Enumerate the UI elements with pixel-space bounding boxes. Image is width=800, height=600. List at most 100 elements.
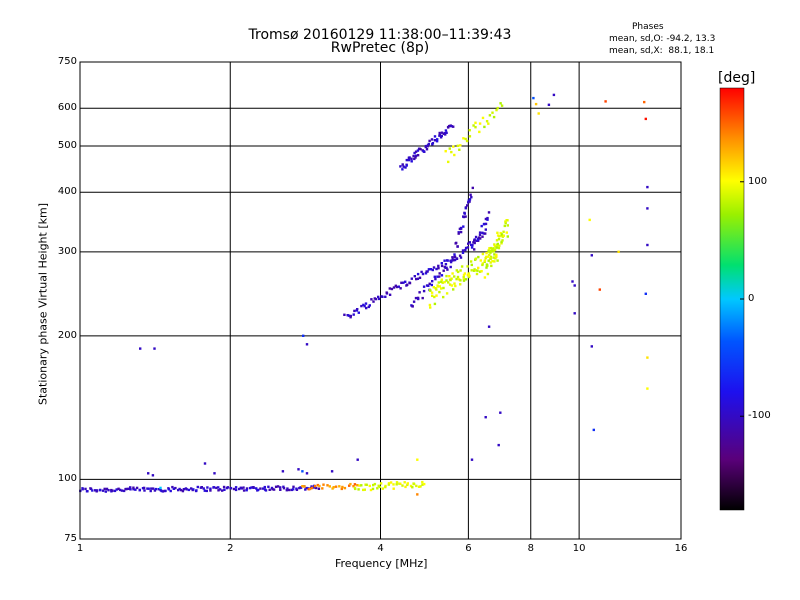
echo-point [471, 186, 474, 190]
echo-point [474, 235, 478, 239]
echo-point [317, 487, 321, 490]
echo-point [96, 489, 99, 492]
echo-point [409, 484, 413, 488]
echo-point [644, 292, 647, 295]
y-tick-label: 100 [57, 473, 77, 485]
echo-point [310, 486, 314, 490]
echo-point [149, 489, 152, 493]
echo-point [532, 96, 535, 100]
colorbar-tick-label: 0 [748, 293, 755, 304]
echo-point [459, 283, 462, 286]
echo-point [399, 482, 402, 485]
echo-point [504, 221, 507, 225]
echo-point [435, 294, 438, 297]
echo-point [222, 485, 226, 489]
echo-point [164, 489, 167, 493]
echo-point [452, 145, 455, 148]
echo-point [421, 272, 425, 276]
echo-point [452, 288, 455, 291]
echo-point [282, 485, 285, 488]
echo-point [402, 281, 405, 284]
echo-point [406, 482, 409, 485]
echo-point [467, 242, 470, 245]
echo-point [430, 291, 434, 294]
echo-point [171, 485, 174, 489]
echo-point [281, 470, 285, 473]
echo-point [483, 125, 486, 129]
y-axis-label: Stationary phase Virtual Height [km] [36, 202, 50, 406]
echo-point [369, 488, 373, 492]
echo-point [127, 487, 130, 490]
echo-point [443, 280, 446, 284]
echo-point [147, 472, 150, 475]
echo-point [450, 284, 454, 287]
echo-point [242, 486, 245, 489]
echo-point [297, 468, 300, 471]
echo-point [492, 256, 495, 259]
echo-point [478, 130, 481, 134]
echo-point [412, 300, 416, 303]
echo-point [400, 281, 403, 284]
echo-point [504, 220, 507, 223]
echo-point [343, 313, 346, 316]
echo-point [486, 255, 489, 258]
echo-point [245, 489, 248, 492]
echo-point [455, 277, 458, 281]
echo-point [433, 275, 436, 278]
echo-point [356, 308, 359, 311]
echo-point [377, 297, 381, 301]
echo-point [419, 148, 422, 151]
echo-point [146, 487, 149, 490]
echo-point [464, 215, 467, 218]
echo-point [318, 484, 321, 488]
echo-point [397, 285, 400, 288]
echo-point [373, 482, 377, 486]
echo-point [462, 215, 465, 218]
echo-point [478, 270, 482, 273]
echo-point [438, 290, 441, 294]
plot-frame [79, 61, 682, 540]
echo-point [431, 280, 434, 283]
echo-point [453, 275, 456, 278]
echo-point [426, 270, 429, 273]
echo-point [372, 483, 375, 487]
echo-point [487, 250, 490, 253]
echo-point [286, 487, 289, 490]
echo-point [534, 102, 538, 106]
echo-point [500, 233, 504, 236]
echo-point [475, 272, 479, 276]
echo-point [316, 483, 319, 487]
echo-point [432, 286, 435, 289]
echo-point [132, 488, 135, 491]
echo-point [120, 489, 124, 492]
echo-point [468, 241, 471, 244]
echo-point [457, 232, 460, 235]
echo-point [423, 482, 426, 486]
echo-point [489, 257, 492, 261]
echo-point [332, 486, 335, 489]
echo-point [478, 233, 482, 237]
echo-point [395, 481, 399, 484]
echo-point [353, 483, 357, 486]
echo-point [444, 133, 447, 136]
echo-point [392, 487, 395, 490]
echo-point [497, 246, 501, 250]
echo-point [490, 264, 493, 268]
echo-point [331, 487, 334, 490]
echo-point [428, 139, 431, 143]
echo-point [209, 487, 212, 490]
echo-point [485, 251, 488, 255]
echo-point [448, 283, 452, 286]
echo-point [445, 279, 448, 282]
echo-point [592, 428, 595, 432]
echo-point [295, 488, 299, 491]
echo-point [322, 483, 325, 486]
echo-point [500, 104, 504, 107]
echo-point [490, 250, 493, 253]
echo-point [436, 275, 439, 278]
echo-point [456, 245, 459, 248]
echo-point [181, 489, 185, 493]
echo-point [442, 269, 445, 272]
echo-point [150, 487, 153, 490]
echo-point [457, 278, 461, 281]
